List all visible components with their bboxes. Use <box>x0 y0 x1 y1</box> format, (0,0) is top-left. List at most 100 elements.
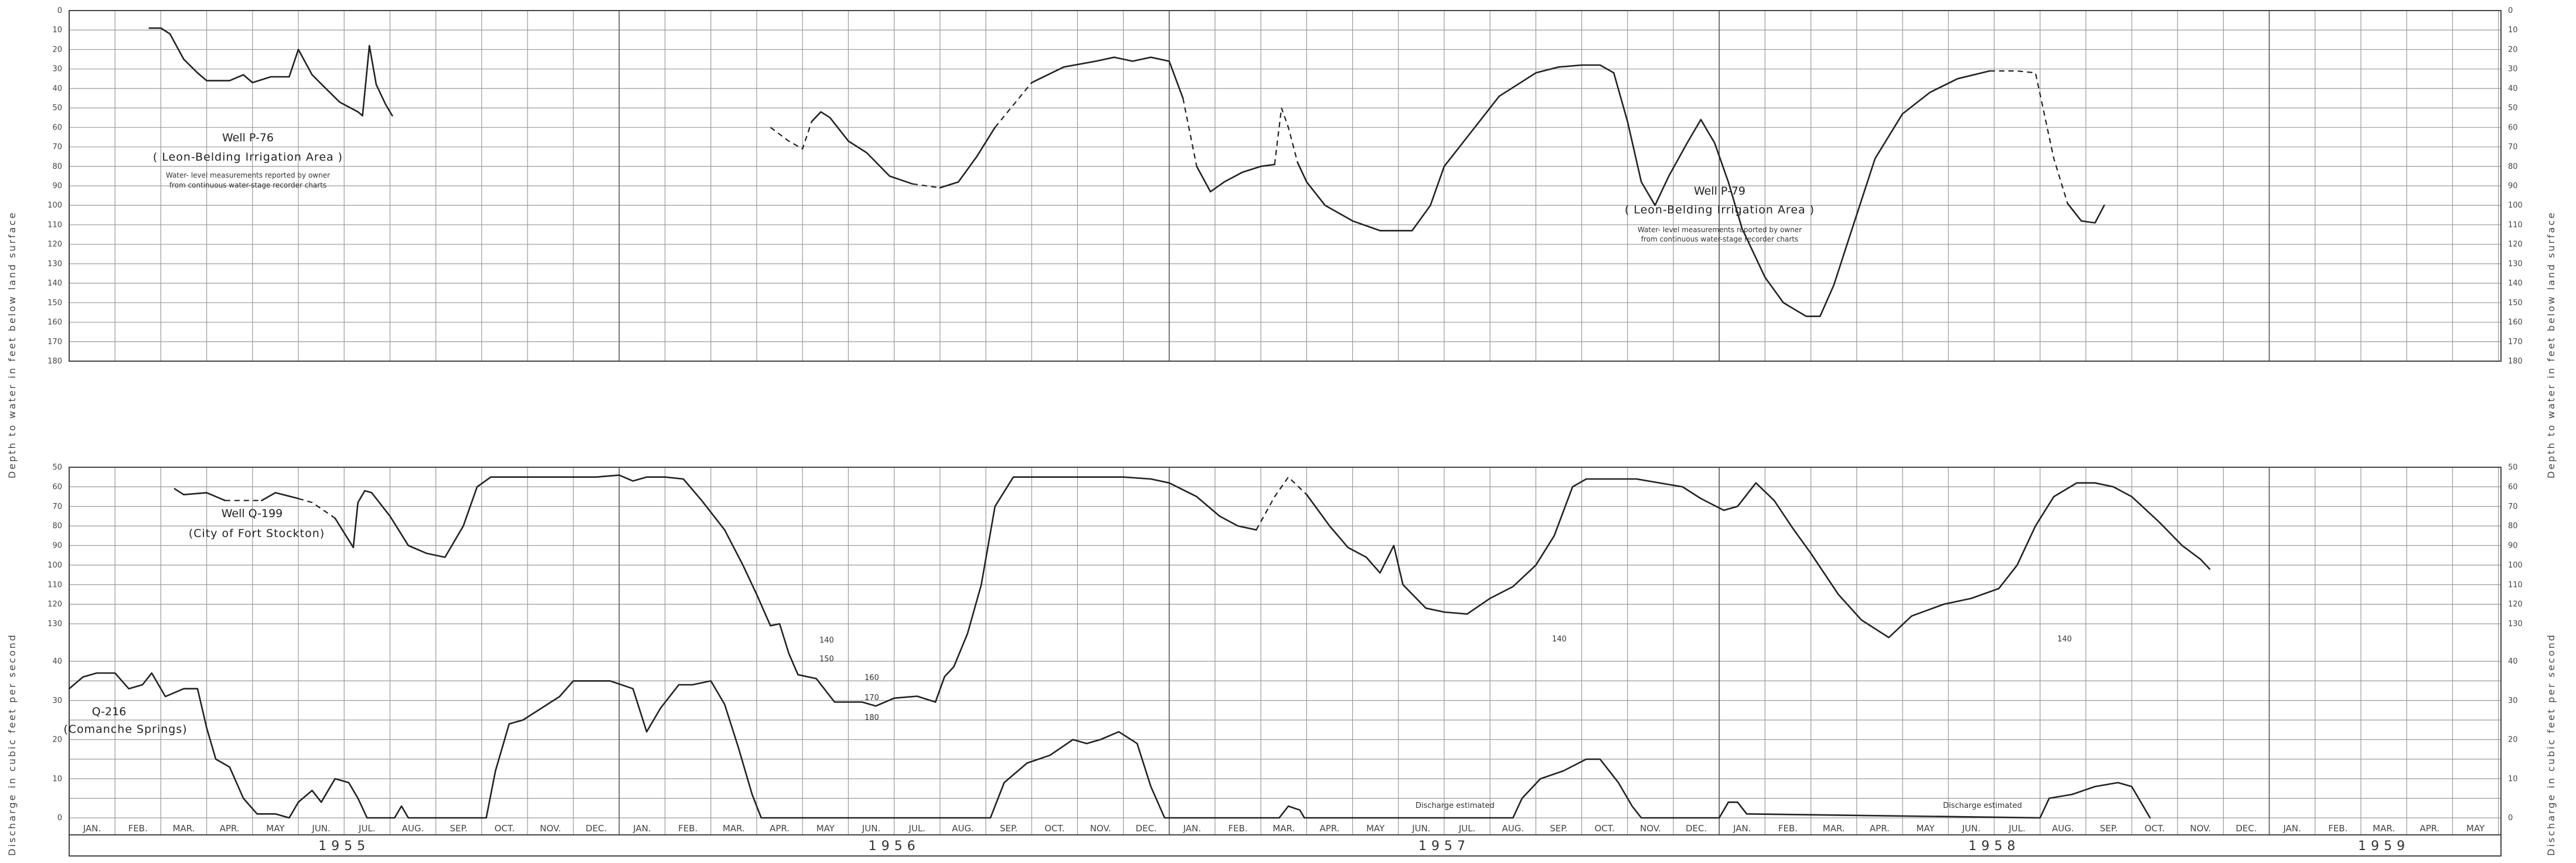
year-label: 1956 <box>869 839 920 854</box>
series-subtitle-p76: ( Leon-Belding Irrigation Area ) <box>153 151 343 164</box>
series-subtitle-p79: ( Leon-Belding Irrigation Area ) <box>1625 203 1815 216</box>
month-label: JUN. <box>1411 823 1430 834</box>
series-label-p79: Well P-79 <box>1694 185 1745 198</box>
series-line-well-p-79 <box>1296 64 1990 317</box>
tick-label: 30 <box>2508 65 2518 74</box>
tick-label: 130 <box>2508 260 2523 269</box>
month-label: AUG. <box>402 823 424 834</box>
month-label: NOV. <box>1090 823 1111 834</box>
tick-label: 30 <box>52 696 62 705</box>
month-label: MAR. <box>1272 823 1295 834</box>
tick-label: 20 <box>2508 45 2518 54</box>
series-subtitle-q216: (Comanche Springs) <box>63 723 187 736</box>
series-lines <box>68 27 2211 819</box>
month-label: JAN. <box>1733 823 1751 834</box>
month-label: DEC. <box>586 823 607 834</box>
series-label-p76: Well P-76 <box>222 131 274 144</box>
year-label: 1959 <box>2358 839 2410 854</box>
month-label: MAR. <box>723 823 745 834</box>
frame-years <box>69 834 2502 857</box>
month-label: JUN. <box>1962 823 1981 834</box>
series-line-well-q-199 <box>298 498 336 519</box>
series-line-well-q-199 <box>334 474 1257 707</box>
month-label: MAY <box>1916 823 1935 834</box>
month-label: APR. <box>1320 823 1340 834</box>
tick-label: 160 <box>2508 318 2523 327</box>
tick-label: 70 <box>2508 143 2518 152</box>
inline-tick-170: 170 <box>865 694 879 702</box>
tick-label: 110 <box>47 580 62 589</box>
month-label: JAN. <box>83 823 101 834</box>
month-label: MAY <box>2466 823 2485 834</box>
tick-label: 0 <box>2508 6 2513 15</box>
tick-label: 40 <box>52 657 62 666</box>
tick-label: 110 <box>2508 580 2523 589</box>
series-line-well-p-79 <box>994 82 1033 128</box>
frame-upper <box>69 10 2502 362</box>
month-label: DEC. <box>1686 823 1707 834</box>
inline-tick-140-b: 140 <box>1552 635 1567 644</box>
tick-label: 150 <box>47 298 62 307</box>
tick-label: 60 <box>2508 123 2518 132</box>
series-line-well-p-79 <box>1182 98 1197 167</box>
tick-label: 0 <box>57 6 62 15</box>
month-label: JUL. <box>358 823 376 834</box>
series-note-p79-2: from continuous water-stage recorder cha… <box>1641 235 1798 243</box>
tick-label: 10 <box>52 26 62 35</box>
tick-label: 10 <box>2508 774 2518 783</box>
tick-label: 100 <box>47 561 62 570</box>
series-note-p79-1: Water- level measurements reported by ow… <box>1638 226 1802 234</box>
series-note-p76-1: Water- level measurements reported by ow… <box>166 171 330 179</box>
series-line-well-p-79 <box>1989 70 2068 204</box>
tick-label: 70 <box>52 502 62 511</box>
tick-label: 10 <box>2508 26 2518 35</box>
tick-label: 40 <box>52 84 62 93</box>
series-line-well-q-199 <box>261 492 300 501</box>
tick-labels: 0 0 10 10 20 20 30 30 40 40 50 50 60 60 70 70 80 80 90 90 10… <box>47 6 2523 823</box>
tick-label: 0 <box>57 814 62 823</box>
month-label: FEB. <box>1229 823 1248 834</box>
month-label: AUG. <box>2052 823 2074 834</box>
tick-label: 80 <box>2508 522 2518 531</box>
month-label: JAN. <box>2282 823 2301 834</box>
month-label: APR. <box>1870 823 1890 834</box>
tick-label: 30 <box>2508 696 2518 705</box>
month-label: MAR. <box>2373 823 2395 834</box>
tick-label: 140 <box>47 279 62 288</box>
tick-label: 30 <box>52 65 62 74</box>
month-label: OCT. <box>495 823 515 834</box>
inline-tick-140-c: 140 <box>2057 635 2072 644</box>
tick-label: 100 <box>2508 561 2523 570</box>
tick-label: 90 <box>52 542 62 551</box>
tick-label: 90 <box>52 182 62 191</box>
tick-label: 170 <box>2508 338 2523 346</box>
tick-label: 50 <box>2508 463 2518 472</box>
tick-label: 20 <box>52 736 62 745</box>
year-labels: 1955 1956 1957 1958 1959 <box>318 839 2410 854</box>
annotations: Depth to water in feet below land surfac… <box>6 131 2557 856</box>
month-label: AUG. <box>952 823 974 834</box>
series-line-well-p-79 <box>912 183 940 189</box>
series-line-well-q-199 <box>1255 476 1308 531</box>
tick-label: 90 <box>2508 542 2518 551</box>
tick-label: 80 <box>2508 162 2518 171</box>
month-label: MAR. <box>1823 823 1845 834</box>
series-line-well-p-79 <box>2067 202 2105 224</box>
month-label: JUN. <box>311 823 330 834</box>
tick-label: 80 <box>52 522 62 531</box>
year-label: 1957 <box>1418 839 1470 854</box>
tick-label: 130 <box>47 620 62 628</box>
tick-label: 50 <box>52 104 62 113</box>
annotation-discharge-estimated-1957: Discharge estimated <box>1415 801 1495 810</box>
tick-label: 70 <box>2508 502 2518 511</box>
month-label: MAY <box>1366 823 1385 834</box>
y-axis-title-depth-left: Depth to water in feet below land surfac… <box>6 211 18 478</box>
tick-label: 50 <box>2508 104 2518 113</box>
tick-label: 0 <box>2508 814 2513 823</box>
tick-label: 130 <box>47 260 62 269</box>
series-line-well-p-79 <box>1274 107 1298 165</box>
month-label: OCT. <box>1044 823 1064 834</box>
series-line-q-216 <box>68 672 2151 819</box>
